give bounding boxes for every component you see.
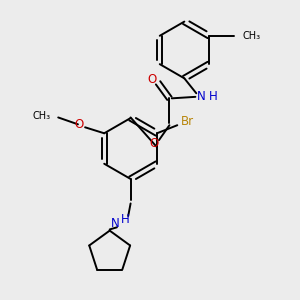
Text: Br: Br (181, 115, 194, 128)
Text: O: O (148, 73, 157, 86)
Text: H: H (121, 213, 130, 226)
Text: CH₃: CH₃ (32, 111, 50, 121)
Text: H: H (209, 90, 218, 103)
Text: O: O (74, 118, 84, 130)
Text: N: N (110, 217, 119, 230)
Text: CH₃: CH₃ (243, 31, 261, 41)
Text: O: O (150, 136, 159, 150)
Text: N: N (196, 90, 205, 103)
